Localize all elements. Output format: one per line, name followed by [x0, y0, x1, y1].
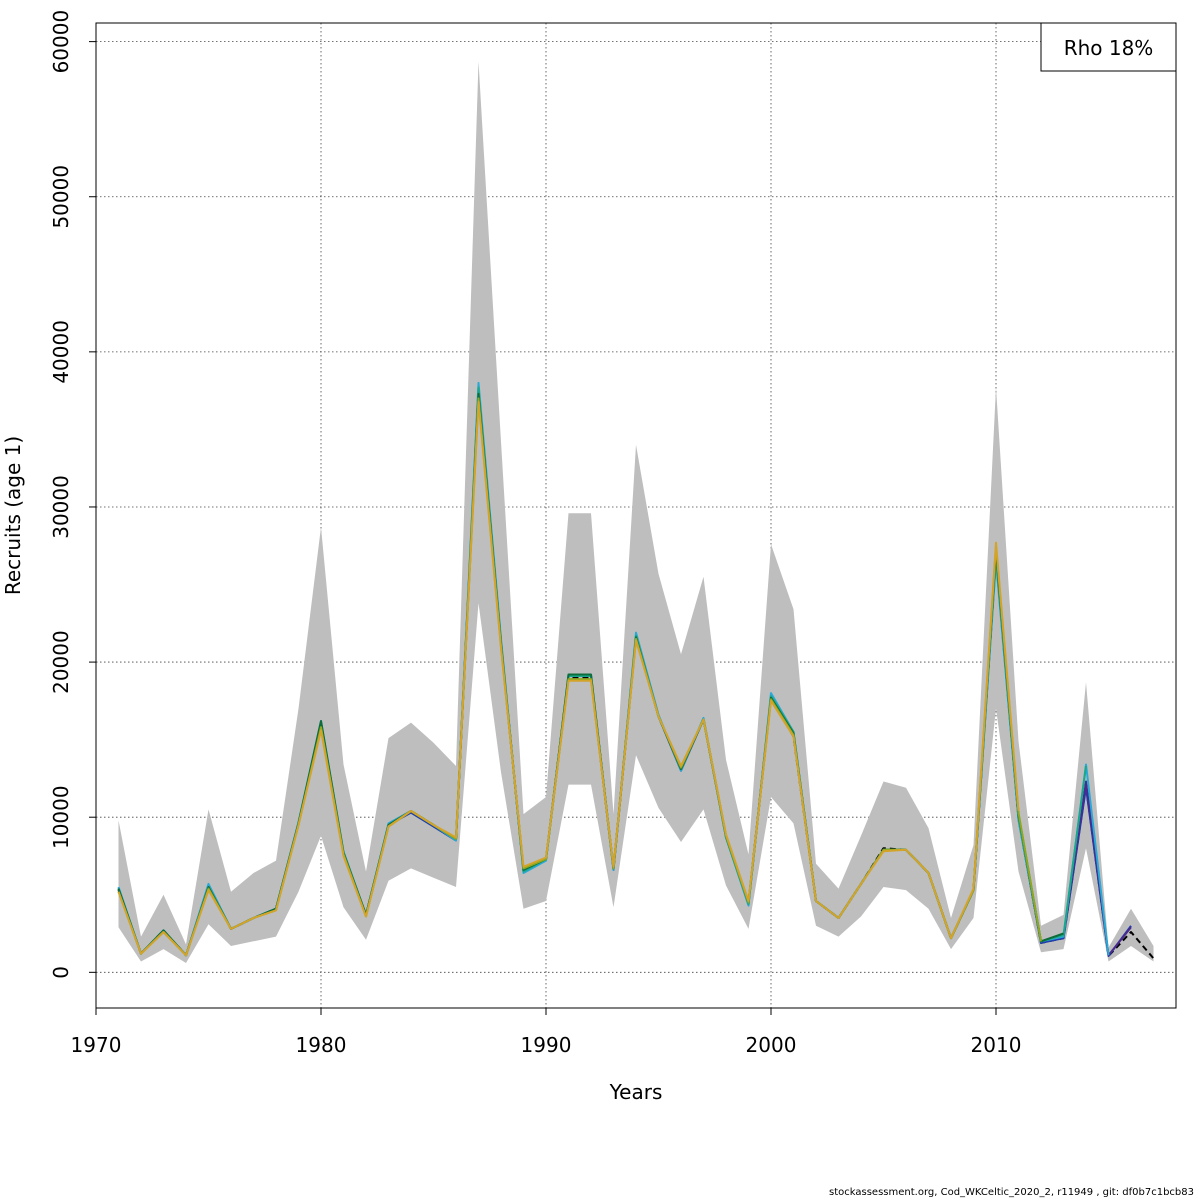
x-tick-label: 1990	[521, 1033, 572, 1057]
y-tick-label: 30000	[49, 475, 73, 539]
x-tick-label: 1980	[296, 1033, 347, 1057]
y-tick-label: 50000	[49, 165, 73, 229]
x-tick-label: 2000	[746, 1033, 797, 1057]
y-tick-label: 60000	[49, 10, 73, 74]
confidence-band-area	[118, 61, 1154, 964]
series-line-8	[117, 400, 1020, 957]
legend: Rho 18%	[1040, 22, 1177, 72]
y-axis-title: Recruits (age 1)	[1, 436, 25, 595]
y-tick-label: 10000	[49, 785, 73, 849]
confidence-band	[118, 61, 1154, 964]
footer-credit: stockassessment.org, Cod_WKCeltic_2020_2…	[829, 1187, 1194, 1198]
y-tick-label: 40000	[49, 320, 73, 384]
x-axis-title: Years	[609, 1080, 663, 1104]
x-axis: 1970 1980 1990 2000 2010	[71, 1007, 1022, 1057]
y-tick-label: 20000	[49, 630, 73, 694]
legend-box	[1040, 22, 1177, 72]
series-lines	[117, 381, 1155, 960]
x-tick-label: 2010	[971, 1033, 1022, 1057]
x-tick-label: 1970	[71, 1033, 122, 1057]
y-axis: 0 10000 20000 30000 40000 50000 60000	[49, 10, 97, 979]
y-tick-label: 0	[49, 966, 73, 979]
legend-label: Rho 18%	[1064, 36, 1154, 60]
